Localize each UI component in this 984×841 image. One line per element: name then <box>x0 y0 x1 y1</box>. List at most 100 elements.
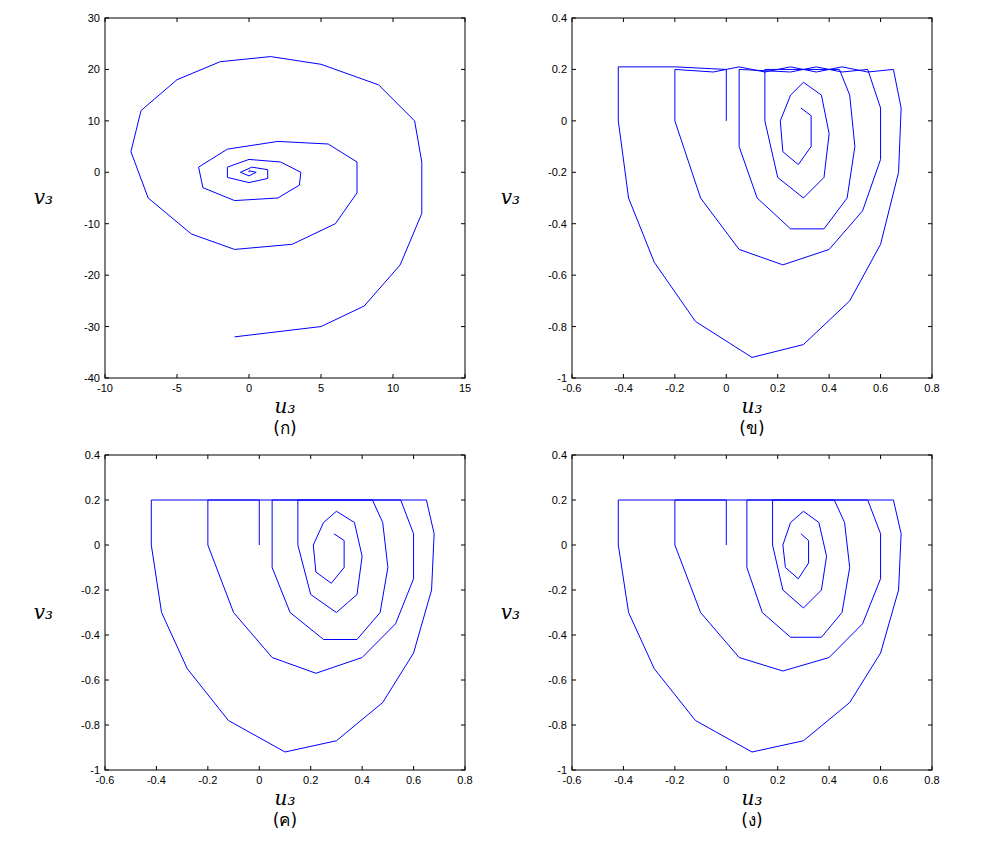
x-tick <box>413 766 414 770</box>
y-tick <box>928 590 932 591</box>
x-tick-label: 0 <box>256 774 262 786</box>
y-tick <box>461 590 465 591</box>
y-tick-label: -1 <box>557 372 567 384</box>
x-tick-label: -0.4 <box>614 382 633 394</box>
y-axis-label: v₃ <box>34 600 53 624</box>
x-tick <box>932 18 933 22</box>
y-tick-label: -0.4 <box>548 218 567 230</box>
y-axis-label: v₃ <box>501 600 520 624</box>
x-tick <box>105 374 106 378</box>
y-tick <box>105 725 109 726</box>
y-tick <box>572 770 576 771</box>
trajectory <box>151 500 434 752</box>
x-tick-label: 0.8 <box>457 774 472 786</box>
y-tick-label: 0.4 <box>552 449 567 461</box>
y-tick-label: 0.2 <box>552 494 567 506</box>
y-tick <box>572 455 576 456</box>
y-tick <box>572 545 576 546</box>
y-tick <box>572 680 576 681</box>
y-tick <box>572 326 576 327</box>
y-tick-label: 30 <box>88 12 100 24</box>
x-tick <box>777 374 778 378</box>
x-tick <box>249 18 250 22</box>
x-tick <box>207 766 208 770</box>
x-tick-label: -0.2 <box>665 774 684 786</box>
x-tick <box>465 455 466 459</box>
y-tick <box>105 275 109 276</box>
x-tick-label: 0.8 <box>924 382 939 394</box>
y-tick-label: -0.6 <box>548 269 567 281</box>
y-tick-label: 0 <box>561 539 567 551</box>
x-tick <box>207 455 208 459</box>
x-tick <box>177 18 178 22</box>
y-tick <box>461 69 465 70</box>
data-group <box>618 500 901 752</box>
x-tick <box>259 455 260 459</box>
x-tick <box>572 18 573 22</box>
x-tick <box>777 455 778 459</box>
y-tick <box>105 18 109 19</box>
x-tick <box>321 374 322 378</box>
x-tick-label: 0.8 <box>924 774 939 786</box>
y-tick <box>105 120 109 121</box>
x-axis-label: u₃ <box>742 786 763 810</box>
y-tick <box>105 378 109 379</box>
x-tick-label: 0.6 <box>873 774 888 786</box>
trajectory <box>618 67 901 358</box>
y-tick <box>572 378 576 379</box>
x-tick-label: 0.2 <box>303 774 318 786</box>
x-tick-label: 0 <box>246 382 252 394</box>
y-tick <box>461 545 465 546</box>
x-tick-label: 0 <box>723 774 729 786</box>
x-tick <box>829 18 830 22</box>
y-tick <box>105 455 109 456</box>
plot-frame <box>572 455 932 770</box>
y-tick <box>461 635 465 636</box>
x-tick <box>880 766 881 770</box>
x-tick <box>880 18 881 22</box>
x-tick-label: 0.2 <box>770 774 785 786</box>
y-tick <box>572 223 576 224</box>
x-tick-label: 0 <box>723 382 729 394</box>
y-tick-label: -0.2 <box>548 584 567 596</box>
y-tick <box>572 18 576 19</box>
y-tick <box>572 725 576 726</box>
x-tick <box>393 18 394 22</box>
x-tick <box>674 766 675 770</box>
y-tick <box>572 275 576 276</box>
x-tick <box>362 766 363 770</box>
y-tick <box>105 635 109 636</box>
x-tick <box>932 455 933 459</box>
x-tick-label: 0.2 <box>770 382 785 394</box>
y-tick-label: 0 <box>561 115 567 127</box>
y-tick-label: 0 <box>94 539 100 551</box>
y-tick <box>928 455 932 456</box>
x-tick-label: 0.6 <box>873 382 888 394</box>
y-tick <box>105 680 109 681</box>
data-group <box>151 500 434 752</box>
x-tick-label: -0.2 <box>198 774 217 786</box>
x-tick-label: -5 <box>172 382 182 394</box>
x-tick <box>105 455 106 459</box>
x-tick <box>777 18 778 22</box>
x-tick <box>674 18 675 22</box>
y-tick-label: -0.6 <box>548 674 567 686</box>
y-tick <box>461 725 465 726</box>
y-tick <box>105 326 109 327</box>
y-tick <box>461 326 465 327</box>
y-tick <box>572 590 576 591</box>
x-tick <box>572 455 573 459</box>
x-tick <box>674 455 675 459</box>
y-tick <box>105 500 109 501</box>
x-tick <box>465 18 466 22</box>
x-axis-label: u₃ <box>275 394 296 418</box>
x-tick <box>177 374 178 378</box>
x-tick-label: 0.4 <box>821 774 836 786</box>
x-tick <box>623 455 624 459</box>
data-group <box>618 67 901 358</box>
x-tick <box>829 374 830 378</box>
plot-frame <box>572 18 932 378</box>
y-tick <box>105 770 109 771</box>
x-tick <box>880 455 881 459</box>
x-tick <box>362 455 363 459</box>
